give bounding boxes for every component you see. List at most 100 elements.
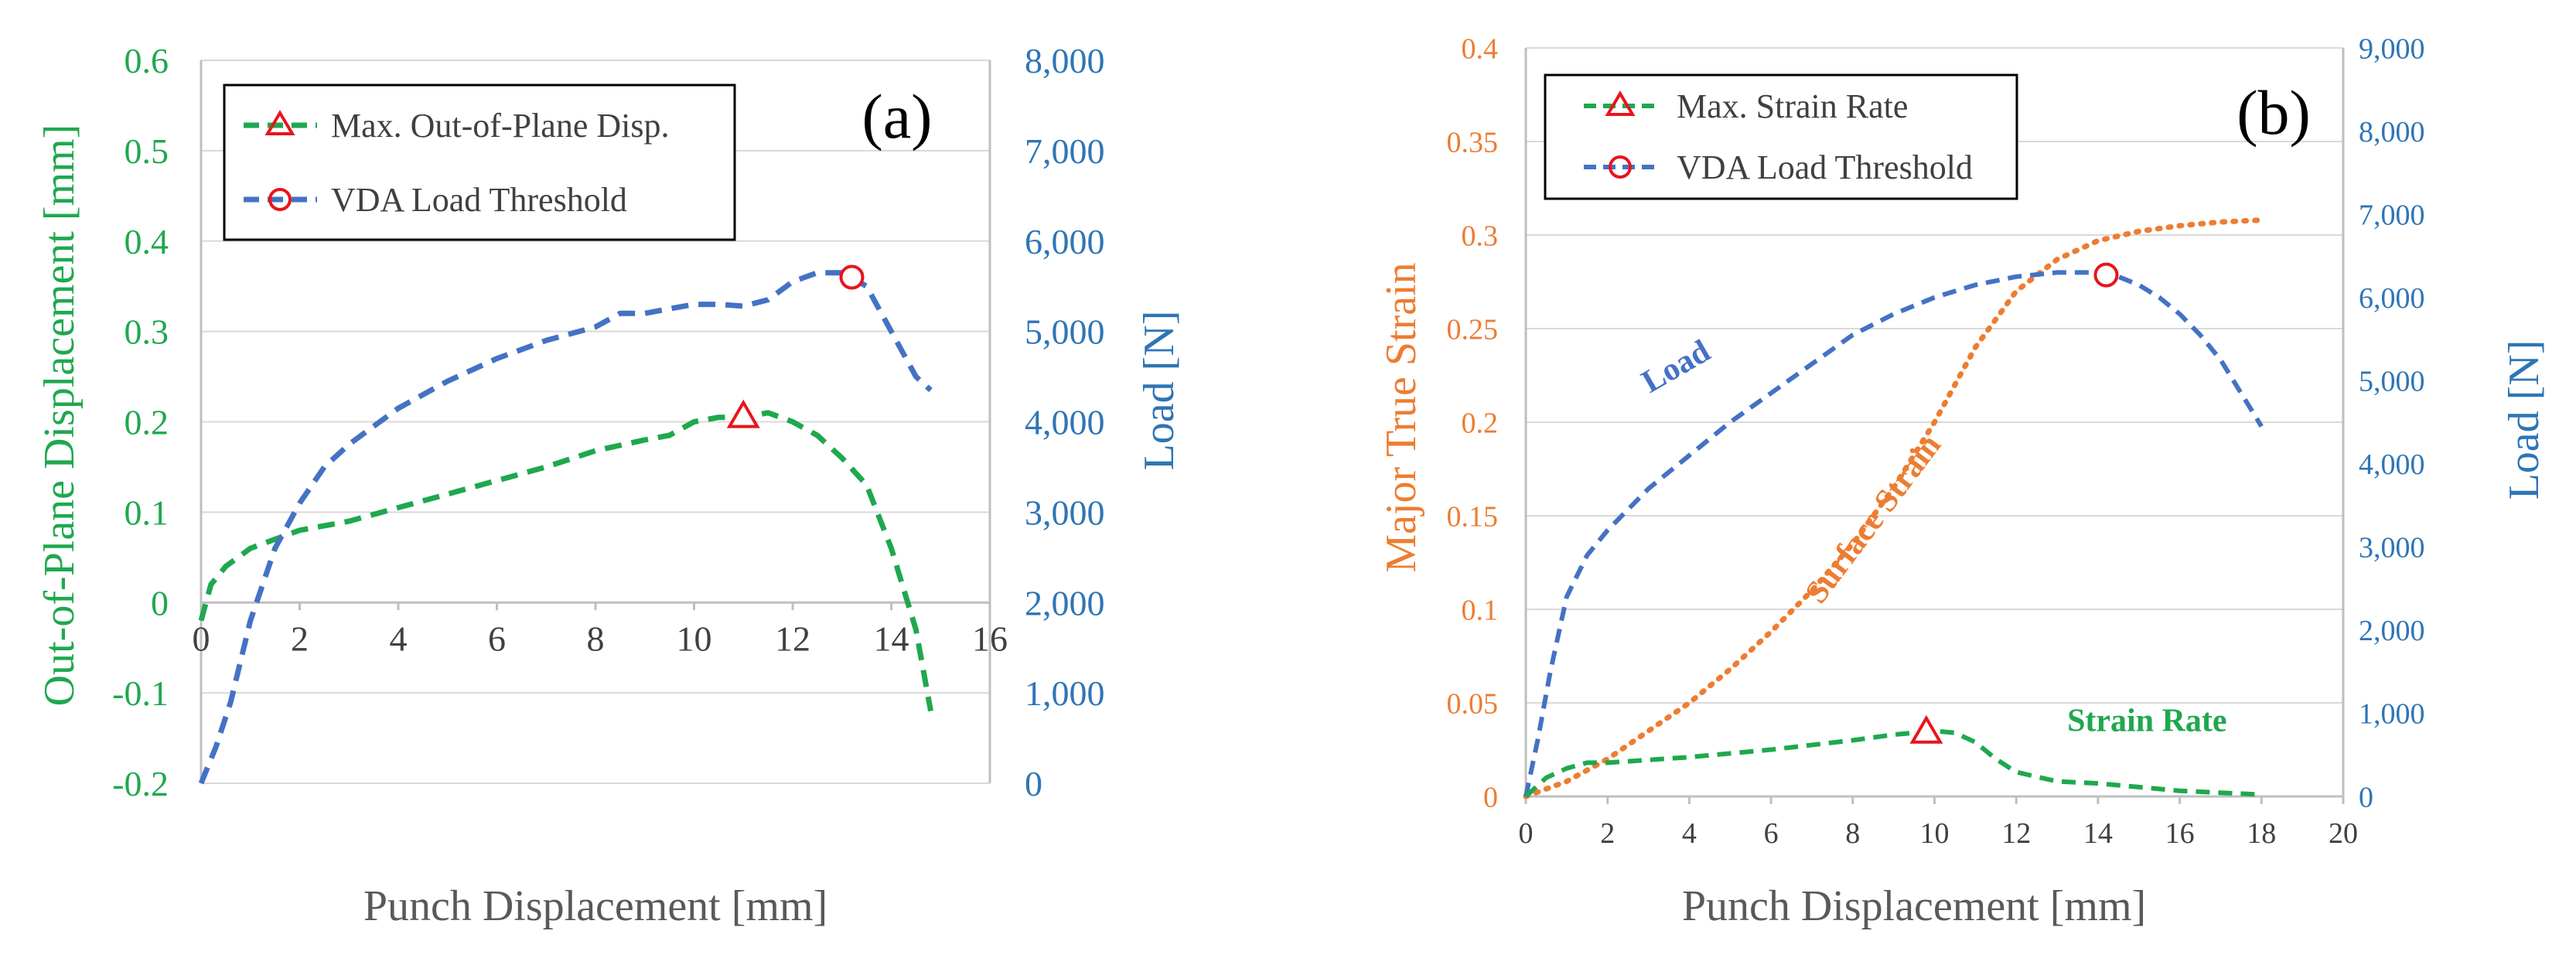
panel-b-x-tick-label: 8: [1845, 817, 1860, 850]
panel-a-x-tick-label: 16: [972, 619, 1008, 658]
panel-a-x-tick-label: 2: [291, 619, 309, 658]
panel-a-y2-tick-label: 5,000: [1025, 312, 1105, 352]
panel-b-legend-label-0: Max. Strain Rate: [1677, 87, 1908, 125]
panel-b-y2-tick-labels: 0 1,000 2,000 3,000 4,000 5,000 6,000 7,000 8,00…: [2359, 32, 2425, 813]
panel-b-y-tick-label: 0.1: [1462, 594, 1499, 626]
panel-b-max-triangle-marker: [1909, 714, 1943, 744]
panel-b-strain-rate-line: [1523, 728, 2262, 799]
panel-b-x-tick-label: 2: [1600, 817, 1615, 850]
panel-b-threshold-circle-marker: [2093, 262, 2119, 288]
panel-b-y-tick-label: 0.05: [1447, 687, 1499, 720]
panel-b-y2-tick-label: 5,000: [2359, 366, 2425, 398]
panel-a-x-tick-label: 10: [677, 619, 712, 658]
panel-b-load-line: [1523, 270, 2264, 797]
panel-a-y-tick-label: -0.1: [112, 673, 169, 713]
panel-a-y-axis-title: Out-of-Plane Displacement [mm]: [36, 124, 84, 707]
chart-panel-b: 0 2 4 6 8 10 12 14 16 18 20 0 0.05 0.1 0.15 0.2 0.25 0.3…: [1377, 32, 2548, 930]
panel-b-x-tick-label: 16: [2165, 817, 2195, 850]
panel-b-y-tick-label: 0.25: [1447, 313, 1499, 346]
panel-a-x-tick-label: 6: [488, 619, 506, 658]
panel-b-y2-tick-label: 2,000: [2359, 615, 2425, 647]
panel-a-y-tick-label: 0: [151, 583, 169, 622]
panel-a-y2-tick-labels: 0 1,000 2,000 3,000 4,000 5,000 6,000 7,000 8,00…: [1025, 41, 1105, 803]
panel-a-y-tick-label: 0.2: [125, 403, 169, 442]
panel-a-y2-tick-label: 6,000: [1025, 222, 1105, 261]
panel-b-y-tick-label: 0.3: [1462, 220, 1499, 252]
panel-b-y2-tick-label: 4,000: [2359, 448, 2425, 481]
panel-a-y2-tick-label: 3,000: [1025, 493, 1105, 532]
panel-a-axes: [200, 60, 991, 783]
panel-b-annotations: Load Surface Strain Strain Rate: [1636, 333, 2226, 738]
panel-b-label: (b): [2237, 77, 2311, 148]
panel-a-x-tick-label: 14: [874, 619, 909, 658]
panel-b-legend-label-1: VDA Load Threshold: [1677, 148, 1973, 186]
panel-a-y2-axis-title: Load [N]: [1135, 311, 1183, 471]
panel-b-y-tick-label: 0.4: [1462, 32, 1499, 65]
panel-b-annotation-surface-strain: Surface Strain: [1799, 428, 1948, 610]
panel-a-legend-label-0: Max. Out-of-Plane Disp.: [331, 107, 670, 145]
panel-b-legend-box: [1544, 73, 2018, 200]
panel-b-annotation-load: Load: [1636, 333, 1716, 401]
panel-a-load-line: [198, 270, 933, 785]
panel-a-y-tick-label: 0.3: [125, 312, 169, 352]
panel-b-legend-triangle-marker: [1605, 90, 1636, 116]
panel-b-annotation-strain-rate: Strain Rate: [2067, 703, 2226, 738]
panel-b-x-axis-title: Punch Displacement [mm]: [1682, 882, 2146, 930]
panel-a-series: [198, 270, 933, 785]
panel-a-x-tick-labels: 0 2 4 6 8 10 12 14 16: [193, 619, 1008, 658]
panel-b-y-tick-label: 0.15: [1447, 500, 1499, 533]
panel-b-axes: [1524, 48, 2345, 804]
panel-a-markers: [726, 264, 865, 428]
panel-b-y2-tick-label: 0: [2359, 781, 2373, 813]
panel-a-legend-circle-marker: [268, 188, 292, 211]
panel-a-y-tick-label: 0.5: [125, 131, 169, 171]
panel-a-max-triangle-marker: [726, 399, 760, 428]
panel-a-y2-tick-label: 8,000: [1025, 41, 1105, 80]
panel-a-y-tick-label: 0.1: [125, 493, 169, 532]
panel-b-legend-circle-marker: [1609, 155, 1632, 179]
panel-b-y-tick-label: 0.2: [1462, 407, 1499, 439]
panel-a-x-axis-title: Punch Displacement [mm]: [363, 882, 827, 930]
panel-a-out-of-plane-displacement-line: [198, 410, 933, 712]
panel-a-y2-tick-label: 0: [1025, 764, 1042, 803]
panel-b-y-tick-label: 0.35: [1447, 126, 1499, 159]
panel-b-markers: [1909, 262, 2119, 744]
panel-a-threshold-circle-marker: [839, 264, 865, 290]
panel-b-y-tick-labels: 0 0.05 0.1 0.15 0.2 0.25 0.3 0.35 0.4: [1447, 32, 1499, 813]
panel-a-legend-box: [223, 84, 736, 241]
panel-b-y2-axis-title: Load [N]: [2500, 340, 2548, 500]
panel-b-x-tick-label: 0: [1519, 817, 1534, 850]
panel-a-y2-tick-label: 7,000: [1025, 131, 1105, 171]
panel-a-y-tick-label: 0.6: [125, 41, 169, 80]
panel-a-x-tick-label: 8: [587, 619, 605, 658]
panel-a-y2-tick-label: 1,000: [1025, 673, 1105, 713]
panel-b-y2-tick-label: 6,000: [2359, 282, 2425, 315]
panel-b-legend: Max. Strain Rate VDA Load Threshold: [1544, 73, 2018, 200]
panel-b-series: [1523, 217, 2264, 800]
panel-a-x-tick-label: 4: [390, 619, 408, 658]
panel-a-legend: Max. Out-of-Plane Disp. VDA Load Thresho…: [223, 84, 736, 241]
panel-a-legend-label-1: VDA Load Threshold: [331, 181, 627, 219]
panel-b-surface-strain-line: [1523, 217, 2264, 800]
panel-a-x-tick-label: 12: [775, 619, 810, 658]
panel-a-x-tick-label: 0: [193, 619, 210, 658]
panel-b-y2-tick-label: 8,000: [2359, 116, 2425, 148]
panel-a-label: (a): [862, 81, 932, 152]
panel-b-x-tick-labels: 0 2 4 6 8 10 12 14 16 18 20: [1519, 817, 2359, 850]
panel-a-y2-tick-label: 4,000: [1025, 403, 1105, 442]
panel-b-y-tick-label: 0: [1483, 781, 1498, 813]
panel-a-y-tick-labels: -0.2 -0.1 0 0.1 0.2 0.3 0.4 0.5 0.6: [112, 41, 169, 803]
panel-b-x-tick-label: 4: [1682, 817, 1697, 850]
panel-a-y-tick-label: -0.2: [112, 764, 169, 803]
panel-a-legend-triangle-marker: [264, 110, 295, 135]
panel-b-x-tick-label: 10: [1920, 817, 1950, 850]
panel-b-x-tick-label: 12: [2001, 817, 2031, 850]
panel-b-y2-tick-label: 3,000: [2359, 532, 2425, 564]
panel-b-y2-tick-label: 7,000: [2359, 199, 2425, 231]
panel-b-y2-tick-label: 1,000: [2359, 698, 2425, 731]
panel-b-x-tick-label: 14: [2083, 817, 2113, 850]
panel-b-x-tick-label: 20: [2329, 817, 2358, 850]
panel-b-x-tick-label: 18: [2247, 817, 2276, 850]
panel-b-y-axis-title: Major True Strain: [1377, 262, 1425, 572]
